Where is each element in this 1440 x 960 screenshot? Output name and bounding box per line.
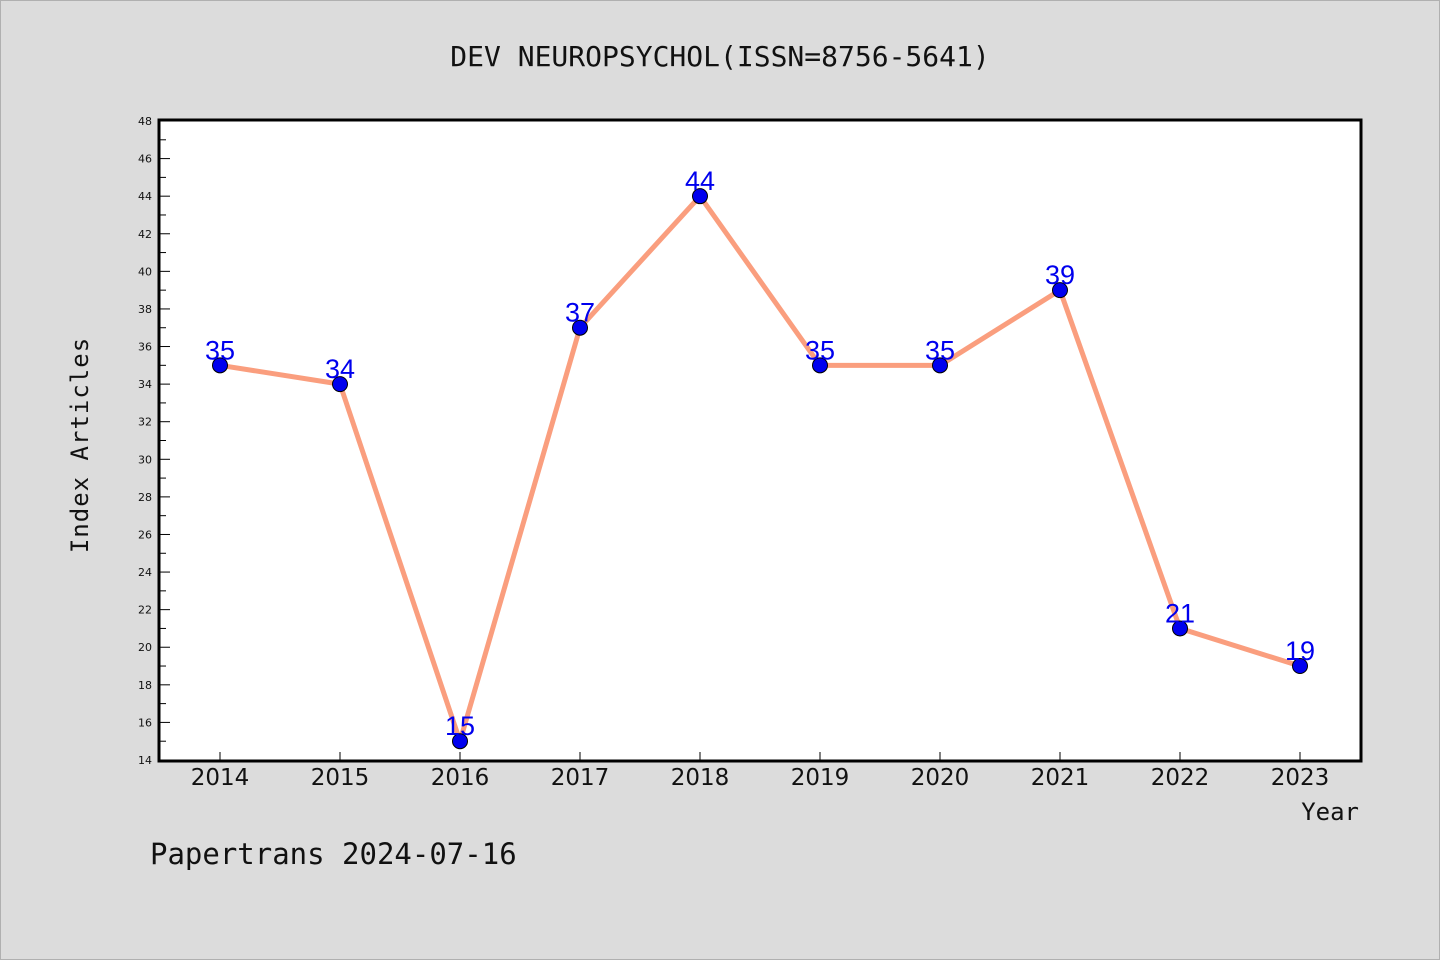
series-line [217,193,1303,744]
data-point [692,188,708,205]
data-label: 19 [1285,636,1315,666]
series-index-articles [212,188,1308,750]
data-label: 21 [1165,598,1195,628]
x-tick-label: 2017 [551,765,610,791]
y-tick-label: 16 [138,716,152,729]
x-tick-label: 2015 [311,765,370,791]
chart-title: DEV NEUROPSYCHOL(ISSN=8756-5641) [450,40,989,73]
data-point [212,357,228,374]
data-labels: 35 34 15 37 44 35 35 39 21 19 [205,166,1315,741]
data-label: 44 [685,166,715,196]
y-tick-label: 26 [138,528,152,541]
y-tick-label: 28 [138,491,152,504]
y-tick-label: 48 [138,115,152,128]
data-point [932,357,948,374]
y-tick-label: 46 [138,153,152,166]
data-label: 35 [205,335,235,365]
y-axis: 14 16 18 20 22 24 26 28 30 32 34 36 38 40 42 44 46 48 [138,115,170,767]
data-label: 35 [805,335,835,365]
data-point [332,376,348,393]
y-tick-label: 42 [138,228,152,241]
x-axis-label: Year [1301,798,1359,826]
data-point [452,733,468,750]
x-tick-label: 2021 [1031,765,1090,791]
y-tick-label: 38 [138,303,152,316]
x-tick-label: 2019 [791,765,850,791]
data-label: 34 [325,354,355,384]
data-label: 35 [925,335,955,365]
x-tick-label: 2020 [911,765,970,791]
y-tick-label: 18 [138,679,152,692]
data-point [1172,620,1188,637]
x-tick-label: 2023 [1271,765,1330,791]
x-tick-label: 2022 [1151,765,1210,791]
y-tick-label: 32 [138,416,152,429]
data-label: 39 [1045,260,1075,290]
footer-text: Papertrans 2024-07-16 [150,837,517,871]
y-tick-label: 36 [138,341,152,354]
y-tick-label: 30 [138,453,152,466]
y-tick-label: 40 [138,265,152,278]
y-tick-label: 24 [138,566,152,579]
data-point [812,357,828,374]
y-axis-label: Index Articles [66,337,94,553]
y-tick-label: 14 [138,754,152,767]
x-tick-label: 2014 [191,765,250,791]
data-label: 37 [565,298,595,328]
y-tick-label: 20 [138,641,152,654]
x-tick-label: 2018 [671,765,730,791]
data-point [1292,658,1308,675]
y-tick-label: 34 [138,378,152,391]
data-label: 15 [445,711,475,741]
y-tick-label: 22 [138,604,152,617]
x-axis: 2014 2015 2016 2017 2018 2019 2020 2021 2022 2023 [191,752,1330,791]
plot-area [157,118,1363,763]
data-point [1052,282,1068,299]
x-tick-label: 2016 [431,765,490,791]
data-point [572,319,588,336]
y-tick-label: 44 [138,190,152,203]
